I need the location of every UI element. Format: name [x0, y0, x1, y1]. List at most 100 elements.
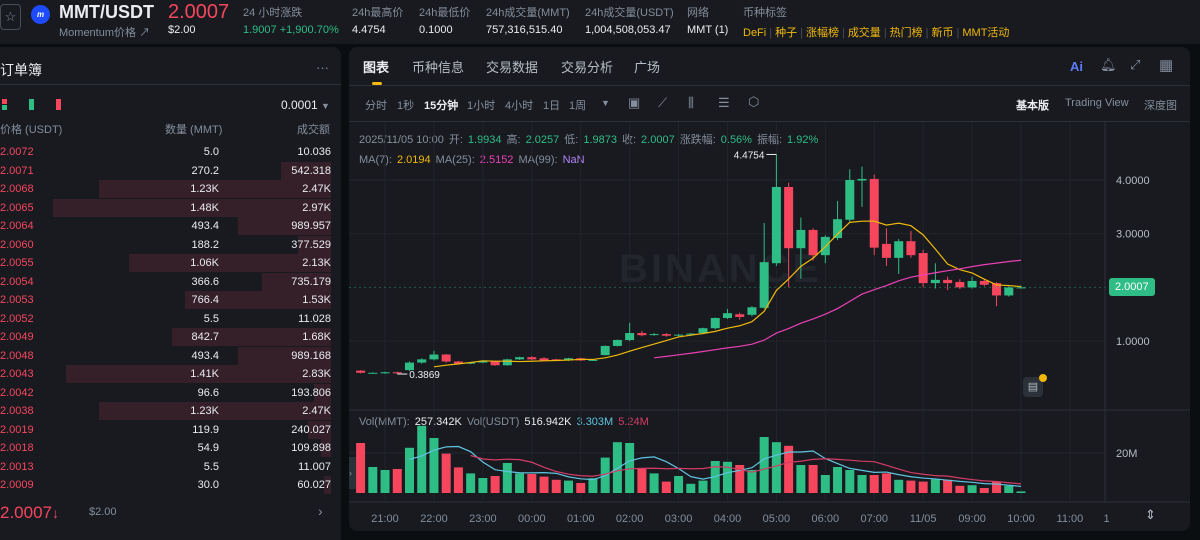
- ask-row[interactable]: 2.0055 1.06K 2.13K: [0, 254, 331, 272]
- pair-name[interactable]: MMT/USDT: [59, 2, 154, 22]
- view-asks-icon[interactable]: [56, 99, 61, 110]
- interval-button[interactable]: 15分钟: [424, 100, 459, 112]
- tag-list: DeFi | 种子 | 涨幅榜 | 成交量 | 热门榜 | 新币 | MMT活动: [743, 24, 1009, 40]
- volume-bar: [722, 461, 732, 493]
- candle-body: [551, 359, 561, 361]
- ask-amount: 119.9: [192, 423, 219, 436]
- ask-total: 11.007: [298, 460, 331, 473]
- ask-row[interactable]: 2.0068 1.23K 2.47K: [0, 180, 331, 198]
- ask-row[interactable]: 2.0038 1.23K 2.47K: [0, 402, 331, 420]
- interval-button[interactable]: 1周: [569, 100, 587, 112]
- depth-bar: [297, 235, 331, 254]
- ask-row[interactable]: 2.0054 366.6 735.179: [0, 272, 331, 291]
- ask-amount: 54.9: [197, 442, 219, 454]
- tag-link[interactable]: 成交量: [847, 27, 881, 39]
- info-text: 3.303M: [576, 416, 614, 428]
- tag-link[interactable]: 热门榜: [889, 27, 923, 39]
- chart-settings-icon[interactable]: ☰: [718, 95, 730, 110]
- view-bids-icon[interactable]: [29, 99, 34, 110]
- col-amount: 数量 (MMT): [165, 124, 223, 136]
- ask-price: 2.0060: [0, 238, 34, 251]
- tag-link[interactable]: 新币: [931, 27, 954, 39]
- depth-bar: [314, 383, 331, 402]
- tick-size-select[interactable]: 0.0001 ▼: [281, 98, 330, 112]
- chart-tab[interactable]: 币种信息: [412, 60, 465, 75]
- volume-bar: [368, 467, 378, 493]
- tag-link[interactable]: DeFi: [743, 27, 767, 39]
- calendar-icon[interactable]: ▣: [628, 95, 641, 110]
- chart-view-button[interactable]: Trading View: [1065, 97, 1129, 109]
- candle-body: [906, 241, 916, 256]
- interval-button[interactable]: 4小时: [505, 100, 534, 112]
- chevron-right-icon[interactable]: ›: [318, 503, 323, 519]
- interval-button[interactable]: 1日: [543, 100, 561, 112]
- expand-icon[interactable]: ⤢: [1130, 57, 1141, 72]
- interval-button[interactable]: 分时: [365, 100, 387, 112]
- info-text: 高:: [506, 134, 521, 146]
- tag-link[interactable]: 涨幅榜: [805, 27, 839, 39]
- volume-bar: [515, 473, 525, 493]
- indicator-icon[interactable]: ⟋: [658, 95, 668, 110]
- ask-row[interactable]: 2.0065 1.48K 2.97K: [0, 198, 331, 217]
- ask-row[interactable]: 2.0043 1.41K 2.83K: [0, 365, 331, 383]
- stat-value: 4.4754: [352, 24, 386, 36]
- ask-amount: 30.0: [197, 479, 219, 491]
- ask-row[interactable]: 2.0019 119.9 240.027: [0, 420, 331, 439]
- interval-button[interactable]: 1秒: [397, 100, 415, 112]
- ask-row[interactable]: 2.0018 54.9 109.898: [0, 439, 331, 457]
- ask-row[interactable]: 2.0060 188.2 377.529: [0, 235, 331, 254]
- interval-button[interactable]: 1小时: [467, 100, 496, 112]
- candlestick-chart[interactable]: 21:00 22:00 23:00 00:00 01:00 02:00 03:00 04:00…: [349, 122, 1190, 532]
- info-text: 2.0257: [525, 134, 560, 146]
- ask-row[interactable]: 2.0048 493.4 989.168: [0, 346, 331, 365]
- ask-row[interactable]: 2.0052 5.5 11.028: [0, 310, 331, 328]
- depth-bar: [99, 402, 331, 420]
- candle-body: [943, 279, 953, 284]
- volume-bar: [967, 485, 977, 493]
- collapse-handle[interactable]: ›: [349, 457, 359, 489]
- chart-tab[interactable]: 交易数据: [486, 60, 539, 75]
- depth-bar: [238, 346, 331, 365]
- tag-link[interactable]: MMT活动: [962, 27, 1010, 39]
- volume-bar: [686, 483, 696, 493]
- ask-row[interactable]: 2.0071 270.2 542.318: [0, 161, 331, 180]
- chart-tab[interactable]: 图表: [363, 60, 390, 75]
- volume-bar: [453, 467, 463, 493]
- ask-row[interactable]: 2.0042 96.6 193.806: [0, 383, 331, 402]
- info-text: 5.24M: [618, 416, 649, 428]
- tag-link[interactable]: 种子: [775, 27, 798, 39]
- ask-row[interactable]: 2.0072 5.0 10.036: [0, 143, 331, 161]
- chart-tab[interactable]: 广场: [634, 60, 661, 75]
- drawing-tools-button[interactable]: ▤: [1023, 377, 1043, 397]
- ask-row[interactable]: 2.0053 766.4 1.53K: [0, 291, 331, 309]
- chart-tab[interactable]: 交易分析: [561, 60, 614, 75]
- tab-active-indicator: [372, 82, 382, 85]
- view-both-icon[interactable]: [2, 99, 7, 110]
- more-intervals-icon[interactable]: ▼: [601, 98, 610, 108]
- scale-toggle-icon[interactable]: ⇕: [1145, 507, 1156, 522]
- gear-icon[interactable]: ⬡: [748, 94, 760, 109]
- candle-body: [710, 318, 720, 329]
- depth-bar: [99, 180, 331, 198]
- more-options-button[interactable]: ···: [316, 60, 329, 75]
- ask-row[interactable]: 2.0013 5.5 11.007: [0, 458, 331, 476]
- chart-view-button[interactable]: 深度图: [1144, 100, 1177, 112]
- volume-bar: [918, 481, 928, 493]
- ask-price: 2.0072: [0, 146, 34, 158]
- coin-price-link[interactable]: Momentum价格 ↗: [59, 27, 151, 39]
- ask-row[interactable]: 2.0049 842.7 1.68K: [0, 328, 331, 346]
- bell-icon[interactable]: 🔔︎: [1100, 57, 1117, 72]
- candle-body: [515, 357, 525, 360]
- chart-view-button[interactable]: 基本版: [1016, 100, 1049, 112]
- ask-row[interactable]: 2.0064 493.4 989.957: [0, 217, 331, 235]
- candle-body: [967, 280, 977, 288]
- volume-bar: [356, 443, 366, 493]
- layout-grid-icon[interactable]: ▦: [1159, 57, 1174, 74]
- max-price-label: 4.4754: [734, 150, 765, 161]
- candle-type-icon[interactable]: ⫼: [688, 95, 694, 110]
- favorite-star-button[interactable]: ☆: [0, 4, 21, 30]
- ask-row[interactable]: 2.0009 30.0 60.027: [0, 476, 331, 494]
- ask-price: 2.0043: [0, 368, 34, 380]
- candle-body: [527, 357, 537, 360]
- ai-button[interactable]: Ai: [1070, 59, 1083, 74]
